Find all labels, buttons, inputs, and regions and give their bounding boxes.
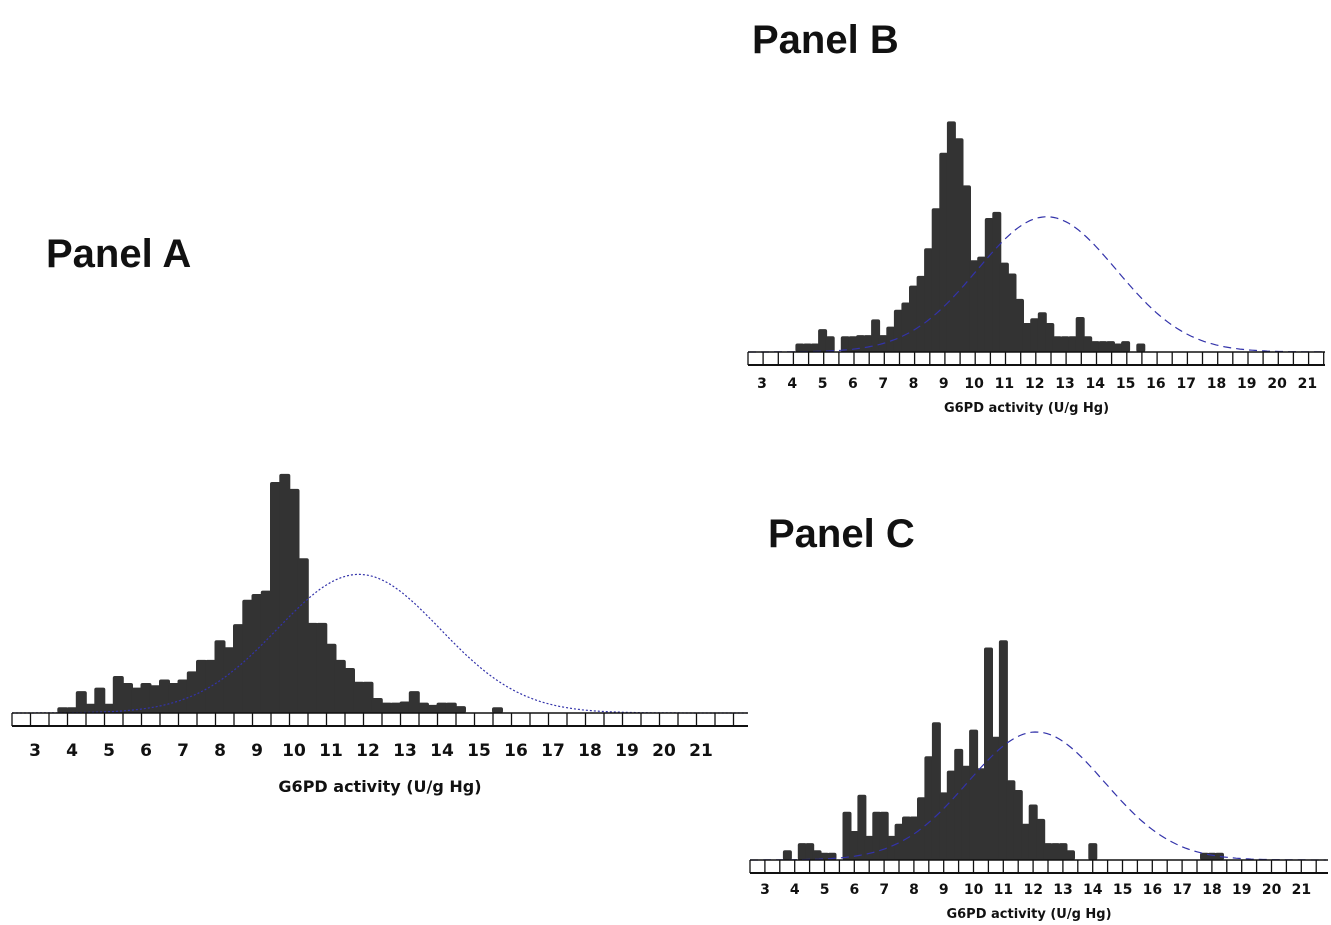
x-axis-title: G6PD activity (U/g Hg) — [946, 907, 1111, 922]
histogram-bar — [1088, 843, 1097, 860]
x-tick-label: 5 — [820, 882, 830, 898]
x-tick-label: 12 — [1023, 882, 1042, 898]
x-tick-label: 8 — [909, 882, 919, 898]
x-tick-label: 17 — [1172, 882, 1191, 898]
x-tick-label: 13 — [1053, 882, 1072, 898]
x-tick-label: 10 — [964, 882, 984, 898]
x-tick-label: 6 — [850, 882, 860, 898]
x-tick-label: 14 — [1083, 882, 1103, 898]
x-tick-label: 7 — [879, 882, 889, 898]
x-tick-label: 19 — [1232, 882, 1251, 898]
x-tick-label: 9 — [939, 882, 949, 898]
x-tick-label: 3 — [760, 882, 770, 898]
x-tick-label: 16 — [1143, 882, 1162, 898]
x-tick-label: 4 — [790, 882, 800, 898]
x-tick-label: 21 — [1292, 882, 1311, 898]
x-tick-label: 20 — [1262, 882, 1282, 898]
histogram-bar — [783, 850, 792, 860]
x-tick-label: 11 — [994, 882, 1013, 898]
x-tick-label: 18 — [1202, 882, 1221, 898]
x-tick-label: 15 — [1113, 882, 1132, 898]
histogram-bar — [1066, 850, 1075, 860]
